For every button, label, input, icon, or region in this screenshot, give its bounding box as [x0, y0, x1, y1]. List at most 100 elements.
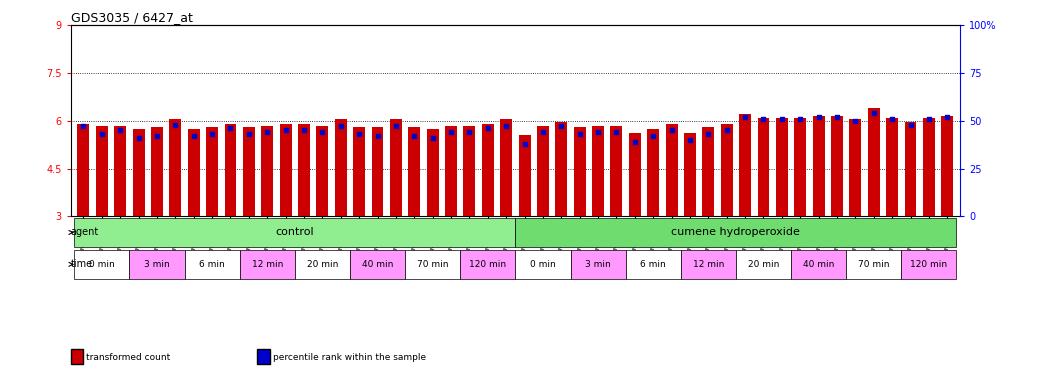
- Bar: [610, 126, 623, 217]
- Bar: [95, 126, 108, 217]
- Bar: [626, 250, 681, 279]
- Bar: [849, 119, 862, 217]
- Point: [203, 131, 220, 137]
- Point: [921, 116, 937, 122]
- Point: [461, 129, 477, 135]
- Text: 0 min: 0 min: [89, 260, 115, 269]
- Bar: [831, 116, 843, 217]
- Text: cumene hydroperoxide: cumene hydroperoxide: [672, 227, 800, 237]
- Bar: [390, 119, 402, 217]
- Text: 12 min: 12 min: [692, 260, 725, 269]
- Bar: [791, 250, 846, 279]
- Point: [535, 129, 551, 135]
- Text: 12 min: 12 min: [251, 260, 283, 269]
- Point: [277, 127, 294, 133]
- Bar: [515, 218, 956, 247]
- Point: [773, 116, 790, 122]
- Bar: [353, 127, 365, 217]
- Bar: [813, 116, 824, 217]
- Point: [902, 121, 919, 127]
- Bar: [460, 250, 515, 279]
- Bar: [592, 126, 604, 217]
- Bar: [648, 129, 659, 217]
- Bar: [207, 127, 218, 217]
- Text: 120 min: 120 min: [469, 260, 507, 269]
- Text: 6 min: 6 min: [199, 260, 225, 269]
- Bar: [665, 124, 678, 217]
- Bar: [350, 250, 405, 279]
- Text: 40 min: 40 min: [803, 260, 835, 269]
- Point: [258, 129, 275, 135]
- Bar: [75, 250, 130, 279]
- Bar: [78, 124, 89, 217]
- Text: percentile rank within the sample: percentile rank within the sample: [273, 353, 427, 362]
- Bar: [574, 127, 585, 217]
- Point: [792, 116, 809, 122]
- Text: 20 min: 20 min: [306, 260, 338, 269]
- Bar: [519, 135, 530, 217]
- Bar: [739, 114, 752, 217]
- Bar: [408, 127, 420, 217]
- Text: time: time: [71, 259, 92, 269]
- Point: [571, 131, 588, 137]
- Bar: [681, 250, 736, 279]
- Bar: [240, 250, 295, 279]
- Point: [627, 139, 644, 145]
- Point: [883, 116, 900, 122]
- Bar: [901, 250, 956, 279]
- Point: [387, 123, 404, 129]
- Text: GDS3035 / 6427_at: GDS3035 / 6427_at: [71, 11, 192, 24]
- Bar: [114, 126, 127, 217]
- Bar: [445, 126, 457, 217]
- Point: [756, 116, 772, 122]
- Point: [167, 121, 184, 127]
- Text: agent: agent: [71, 227, 99, 237]
- Bar: [775, 118, 788, 217]
- Point: [351, 131, 367, 137]
- Bar: [482, 124, 494, 217]
- Bar: [515, 250, 571, 279]
- Bar: [846, 250, 901, 279]
- Point: [608, 129, 625, 135]
- Point: [296, 127, 312, 133]
- Bar: [629, 134, 640, 217]
- Point: [480, 125, 496, 131]
- Text: 6 min: 6 min: [640, 260, 666, 269]
- Bar: [75, 218, 515, 247]
- Point: [847, 118, 864, 124]
- Point: [93, 131, 110, 137]
- Bar: [941, 116, 953, 217]
- Bar: [537, 126, 549, 217]
- Point: [645, 133, 661, 139]
- Text: control: control: [275, 227, 315, 237]
- Point: [498, 123, 515, 129]
- Bar: [571, 250, 626, 279]
- Bar: [736, 250, 791, 279]
- Bar: [703, 127, 714, 217]
- Point: [406, 133, 422, 139]
- Bar: [372, 127, 383, 217]
- Bar: [317, 126, 328, 217]
- Text: transformed count: transformed count: [86, 353, 170, 362]
- Bar: [151, 127, 163, 217]
- Bar: [169, 119, 182, 217]
- Bar: [224, 124, 237, 217]
- Bar: [904, 122, 917, 217]
- Bar: [868, 108, 880, 217]
- Point: [811, 114, 827, 120]
- Point: [370, 133, 386, 139]
- Point: [590, 129, 606, 135]
- Bar: [427, 129, 439, 217]
- Point: [186, 133, 202, 139]
- Point: [131, 135, 147, 141]
- Bar: [886, 118, 898, 217]
- Bar: [405, 250, 460, 279]
- Text: 3 min: 3 min: [144, 260, 170, 269]
- Point: [222, 125, 239, 131]
- Point: [682, 137, 699, 143]
- Point: [828, 114, 845, 120]
- Point: [241, 131, 257, 137]
- Point: [315, 129, 331, 135]
- Point: [553, 123, 570, 129]
- Bar: [500, 119, 512, 217]
